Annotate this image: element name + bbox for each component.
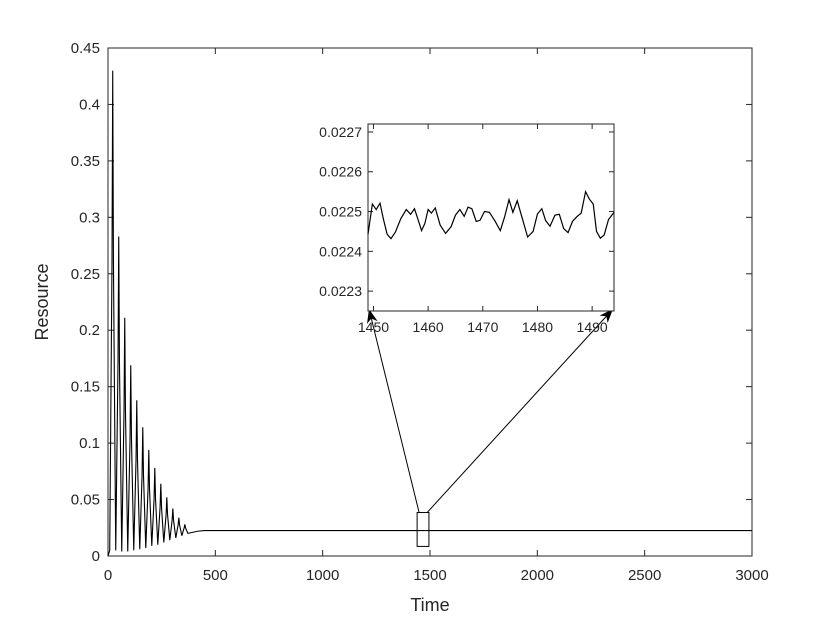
zoom-connectors	[367, 308, 614, 513]
main-y-tick-label: 0.25	[71, 266, 100, 283]
main-x-tick-label: 0	[104, 567, 112, 584]
inset-x-tick-label: 1470	[467, 319, 498, 335]
main-x-tick-label: 1000	[306, 567, 339, 584]
inset-x-ticks: 1450 1460 1470 1480 1490	[358, 124, 608, 335]
main-y-tick-label: 0.45	[71, 40, 100, 57]
main-x-tick-label: 500	[203, 567, 228, 584]
main-x-ticks: 0 500 1000 1500 2000 2500 3000	[104, 48, 769, 584]
inset-y-tick-label: 0.0226	[319, 164, 362, 180]
inset-series-line	[367, 189, 615, 240]
resource-series-line	[107, 70, 752, 557]
inset-x-tick-label: 1460	[413, 319, 444, 335]
left-connector-arrow	[368, 308, 420, 513]
left-connector-arrow-head	[367, 309, 378, 324]
inset-x-tick-label: 1480	[522, 319, 553, 335]
main-y-tick-label: 0.2	[79, 322, 100, 339]
right-connector-arrow	[426, 308, 614, 513]
main-y-tick-label: 0	[92, 548, 100, 565]
main-y-tick-label: 0.35	[71, 153, 100, 170]
main-x-tick-label: 3000	[735, 567, 768, 584]
inset-y-tick-label: 0.0225	[319, 204, 362, 220]
main-y-tick-label: 0.05	[71, 492, 100, 509]
main-x-tick-label: 1500	[413, 567, 446, 584]
main-y-tick-label: 0.15	[71, 379, 100, 396]
main-x-tick-label: 2000	[521, 567, 554, 584]
inset-y-tick-label: 0.0227	[319, 124, 362, 140]
inset-plot-area	[367, 123, 615, 312]
x-axis-label: Time	[410, 595, 449, 615]
inset-x-tick-label: 1490	[577, 319, 608, 335]
y-axis-label: Resource	[32, 263, 52, 340]
inset-axes: 1450 1460 1470 1480 1490 0.02230.02240.02250…	[319, 123, 615, 335]
main-y-tick-label: 0.3	[79, 209, 100, 226]
main-y-tick-label: 0.1	[79, 435, 100, 452]
zoom-box	[416, 512, 430, 547]
main-y-ticks: 0 0.05 0.1 0.15 0.2 0.25 0.3 0.35 0.4 0.45	[71, 40, 752, 565]
main-x-tick-label: 2500	[628, 567, 661, 584]
inset-x-tick-label: 1450	[358, 319, 389, 335]
inset-y-tick-label: 0.0223	[319, 283, 362, 299]
inset-y-tick-label: 0.0224	[319, 243, 362, 259]
inset-y-ticks: 0.0223 0.0224 0.0225 0.0226 0.0227	[319, 124, 614, 299]
main-y-tick-label: 0.4	[79, 96, 100, 113]
right-connector-arrow-head	[599, 309, 613, 324]
